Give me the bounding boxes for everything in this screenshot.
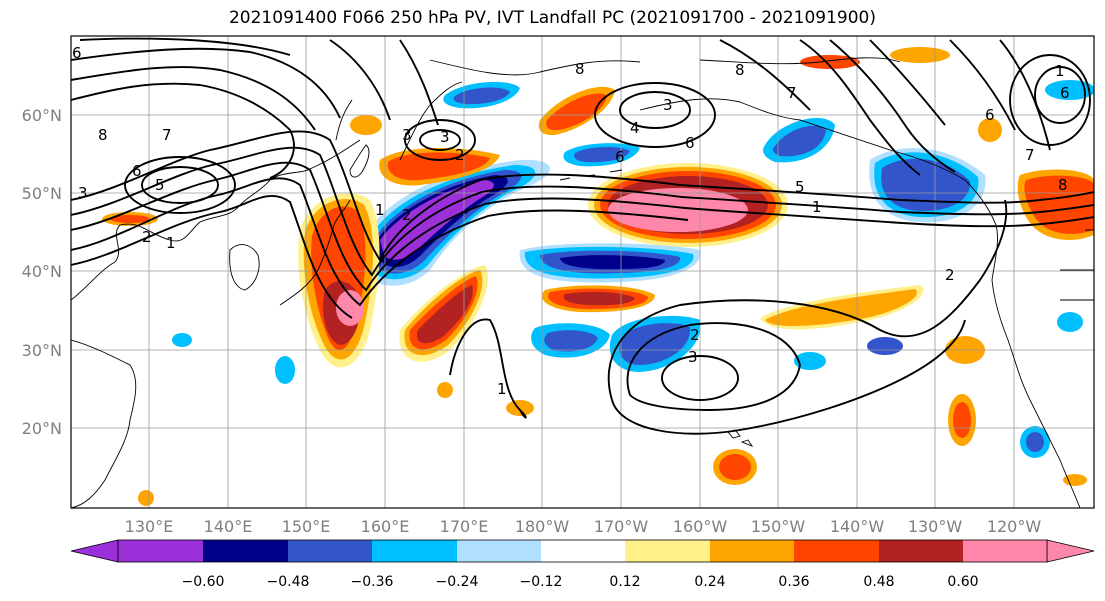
contour-label: 3 bbox=[688, 348, 698, 366]
contour-label: 6 bbox=[615, 148, 625, 166]
colorbar-segment bbox=[457, 540, 541, 562]
colorbar-low-extend bbox=[70, 539, 119, 563]
lon-label: 130°E bbox=[125, 517, 174, 536]
colorbar-tick-label: 0.24 bbox=[694, 574, 725, 590]
colorbar-segment bbox=[203, 540, 288, 562]
contour-label: 6 bbox=[72, 44, 82, 62]
colorbar-tick-label: −0.24 bbox=[436, 574, 479, 590]
colorbar-segment bbox=[625, 540, 710, 562]
contour-label: 6 bbox=[1060, 84, 1070, 102]
map-frame bbox=[70, 35, 1095, 509]
colorbar-segment bbox=[118, 540, 203, 562]
map-title: 2021091400 F066 250 hPa PV, IVT Landfall… bbox=[228, 8, 876, 28]
contour-label: 8 bbox=[1058, 176, 1068, 194]
colorbar-segment bbox=[288, 540, 372, 562]
contour-label: 1 bbox=[497, 380, 507, 398]
lon-label: 160°W bbox=[673, 517, 728, 536]
contour-label: 6 bbox=[685, 134, 695, 152]
lon-label: 150°E bbox=[282, 517, 331, 536]
lon-label: 140°W bbox=[830, 517, 885, 536]
lat-label: 50°N bbox=[22, 184, 62, 203]
colorbar-tick-label: 0.48 bbox=[863, 574, 894, 590]
pv-contours bbox=[71, 37, 1094, 435]
lat-label: 30°N bbox=[22, 341, 62, 360]
contour-label: 8 bbox=[735, 61, 745, 79]
colorbar-segment bbox=[879, 540, 963, 562]
colorbar-segment bbox=[963, 540, 1047, 562]
contour-label: 4 bbox=[630, 119, 640, 137]
colorbar-segments bbox=[118, 540, 1047, 562]
colorbar-tick-label: 0.36 bbox=[778, 574, 809, 590]
lon-label: 120°W bbox=[987, 517, 1042, 536]
colorbar-tick-label: −0.48 bbox=[267, 574, 310, 590]
colorbar-tick-label: −0.12 bbox=[520, 574, 563, 590]
lon-label: 160°E bbox=[361, 517, 410, 536]
contour-label: 6 bbox=[132, 162, 142, 180]
colorbar-segment bbox=[794, 540, 879, 562]
colorbar-tick-label: −0.36 bbox=[351, 574, 394, 590]
lon-label: 150°W bbox=[751, 517, 806, 536]
colorbar-tick-labels: −0.60 −0.48 −0.36 −0.24 −0.12 0.12 0.24 … bbox=[182, 574, 979, 590]
contour-label: 3 bbox=[440, 128, 450, 146]
latitude-labels: 60°N 50°N 40°N 30°N 20°N bbox=[22, 106, 62, 438]
contour-label: 7 bbox=[162, 126, 172, 144]
contour-label: 2 bbox=[455, 146, 465, 164]
colorbar-tick-label: −0.60 bbox=[182, 574, 225, 590]
contour-label: 1 bbox=[166, 234, 176, 252]
lon-label: 130°W bbox=[908, 517, 963, 536]
contour-label: 3 bbox=[402, 126, 412, 144]
colorbar-segment bbox=[541, 540, 625, 562]
contour-label: 2 bbox=[142, 228, 152, 246]
contour-label: 5 bbox=[155, 176, 165, 194]
longitude-labels: 130°E 140°E 150°E 160°E 170°E 180°W 170°… bbox=[125, 517, 1042, 536]
colorbar-frame bbox=[117, 539, 1048, 563]
contour-label-group: 8 7 6 5 3 2 1 3 2 1 8 3 2 3 4 6 5 1 6 8 … bbox=[72, 44, 1070, 398]
colorbar-segment bbox=[710, 540, 794, 562]
contour-label: 2 bbox=[690, 326, 700, 344]
contour-label: 3 bbox=[78, 184, 88, 202]
contour-label: 5 bbox=[795, 178, 805, 196]
contour-label: 8 bbox=[98, 126, 108, 144]
colorbar-high-extend bbox=[1046, 539, 1095, 563]
contour-label: 2 bbox=[402, 206, 412, 224]
contour-label: 6 bbox=[985, 106, 995, 124]
lat-label: 40°N bbox=[22, 262, 62, 281]
lon-label: 170°E bbox=[440, 517, 489, 536]
lon-label: 180°W bbox=[515, 517, 570, 536]
lon-label: 170°W bbox=[594, 517, 649, 536]
lat-label: 20°N bbox=[22, 419, 62, 438]
colorbar-tick-label: 0.12 bbox=[609, 574, 640, 590]
colorbar: −0.60 −0.48 −0.36 −0.24 −0.12 0.12 0.24 … bbox=[70, 539, 1095, 590]
colorbar-tick-label: 0.60 bbox=[947, 574, 978, 590]
colorbar-segment bbox=[372, 540, 457, 562]
contour-label: 1 bbox=[1055, 62, 1065, 80]
contour-label: 2 bbox=[945, 266, 955, 284]
contour-label: 7 bbox=[787, 84, 797, 102]
lat-label: 60°N bbox=[22, 106, 62, 125]
contour-label: 1 bbox=[375, 201, 385, 219]
contour-label: 3 bbox=[663, 96, 673, 114]
pv-anomaly-fill bbox=[102, 47, 1094, 506]
contour-label: 1 bbox=[812, 198, 822, 216]
contour-label: 7 bbox=[1025, 146, 1035, 164]
contour-label: 8 bbox=[575, 60, 585, 78]
lon-label: 140°E bbox=[204, 517, 253, 536]
